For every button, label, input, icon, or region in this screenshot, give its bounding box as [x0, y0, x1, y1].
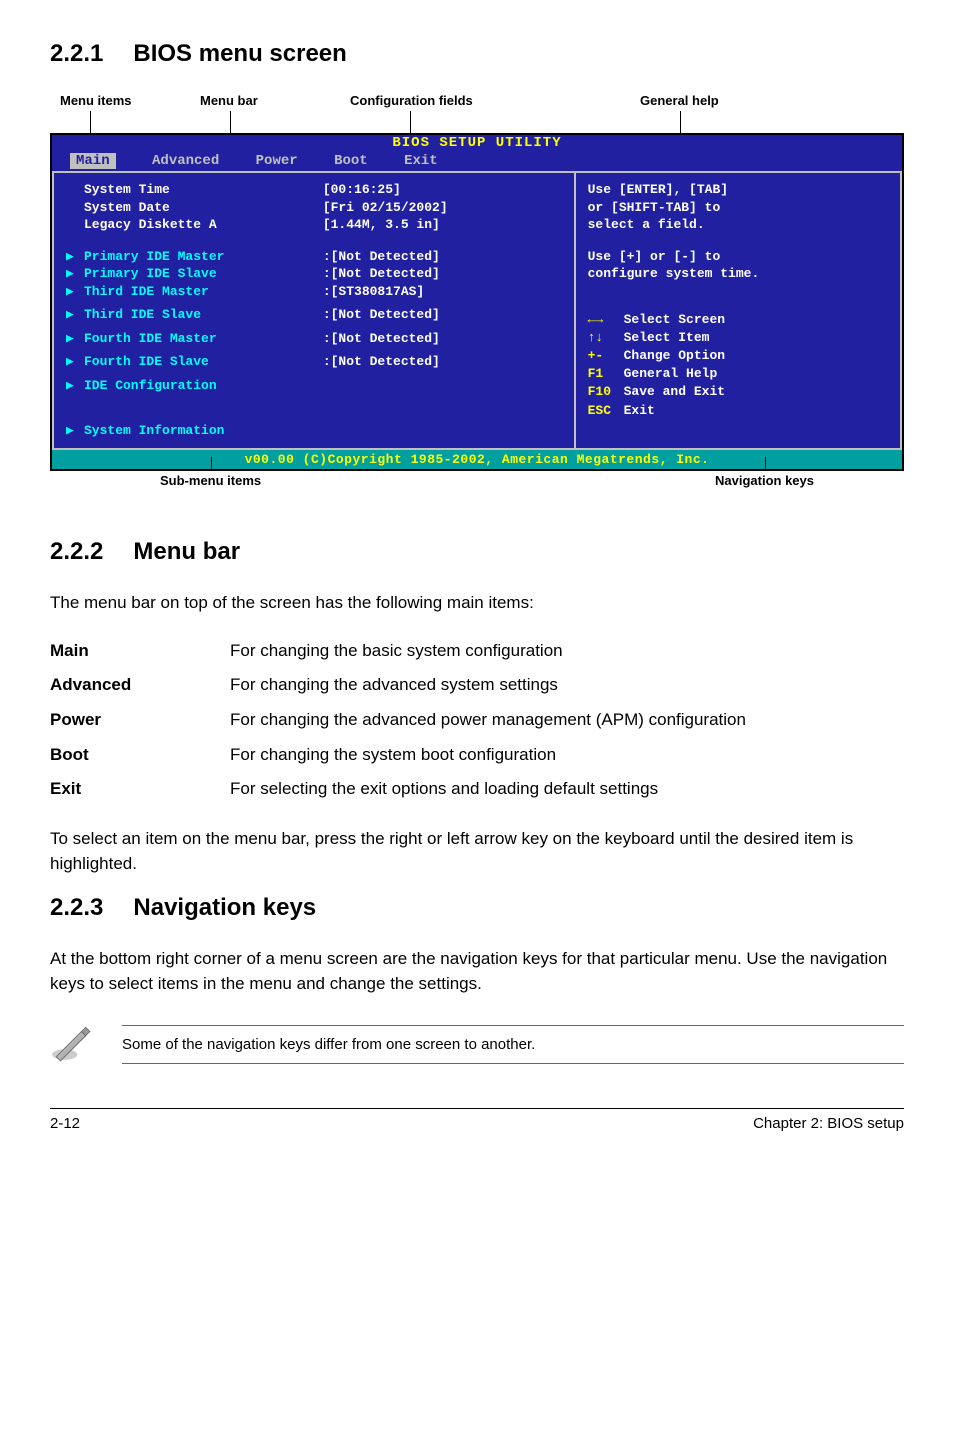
- menubar-defs-table: MainFor changing the basic system config…: [50, 634, 746, 807]
- table-row: BootFor changing the system boot configu…: [50, 738, 746, 773]
- bios-row[interactable]: ▶Third IDE Slave:[Not Detected]: [66, 306, 562, 324]
- note-text: Some of the navigation keys differ from …: [122, 1025, 904, 1064]
- chapter-label: Chapter 2: BIOS setup: [753, 1115, 904, 1132]
- bios-help-line: or [SHIFT-TAB] to: [588, 199, 888, 217]
- table-row: ExitFor selecting the exit options and l…: [50, 772, 746, 807]
- heading-222-title: Menu bar: [133, 538, 240, 565]
- navkeys-para: At the bottom right corner of a menu scr…: [50, 947, 904, 996]
- annot-general-help: General help: [640, 93, 719, 108]
- bios-tab-boot[interactable]: Boot: [334, 153, 368, 169]
- bios-row[interactable]: ▶Primary IDE Master:[Not Detected]: [66, 248, 562, 266]
- bios-row[interactable]: ▶Fourth IDE Master:[Not Detected]: [66, 330, 562, 348]
- bios-row[interactable]: Legacy Diskette A[1.44M, 3.5 in]: [66, 216, 562, 234]
- note-block: Some of the navigation keys differ from …: [50, 1021, 904, 1068]
- bios-menubar[interactable]: Main Advanced Power Boot Exit: [52, 151, 902, 171]
- bios-help-line: Use [+] or [-] to: [588, 248, 888, 266]
- bios-row[interactable]: ▶Third IDE Master:[ST380817AS]: [66, 283, 562, 301]
- pencil-icon: [50, 1021, 92, 1068]
- bios-figure: Menu items Menu bar Configuration fields…: [50, 93, 904, 488]
- bios-row[interactable]: ▶System Information: [66, 422, 562, 440]
- bios-row[interactable]: ▶Primary IDE Slave:[Not Detected]: [66, 265, 562, 283]
- annot-menu-items: Menu items: [60, 93, 132, 108]
- heading-223-title: Navigation keys: [133, 894, 316, 921]
- bios-top-annotations: Menu items Menu bar Configuration fields…: [50, 93, 904, 133]
- menubar-intro: The menu bar on top of the screen has th…: [50, 591, 904, 616]
- bios-row[interactable]: System Time[00:16:25]: [66, 181, 562, 199]
- bios-left-panel: System Time[00:16:25] System Date[Fri 02…: [52, 171, 574, 450]
- heading-223: 2.2.3 Navigation keys: [50, 894, 904, 922]
- table-row: MainFor changing the basic system config…: [50, 634, 746, 669]
- heading-222-num: 2.2.2: [50, 538, 103, 565]
- bios-row[interactable]: ▶IDE Configuration: [66, 377, 562, 395]
- bios-navkeys: ←→Select Screen ↑↓Select Item +-Change O…: [588, 311, 888, 420]
- table-row: PowerFor changing the advanced power man…: [50, 703, 746, 738]
- page-number: 2-12: [50, 1115, 80, 1132]
- bios-copyright: v00.00 (C)Copyright 1985-2002, American …: [52, 450, 902, 469]
- annot-menu-bar: Menu bar: [200, 93, 258, 108]
- annot-config-fields: Configuration fields: [350, 93, 473, 108]
- annot-submenu: Sub-menu items: [160, 473, 261, 488]
- bios-help-line: select a field.: [588, 216, 888, 234]
- heading-221: 2.2.1 BIOS menu screen: [50, 40, 904, 68]
- heading-223-num: 2.2.3: [50, 894, 103, 921]
- bios-tab-main[interactable]: Main: [70, 153, 116, 169]
- bios-row[interactable]: ▶Fourth IDE Slave:[Not Detected]: [66, 353, 562, 371]
- heading-221-num: 2.2.1: [50, 40, 103, 67]
- bios-help-line: configure system time.: [588, 265, 888, 283]
- page-footer: 2-12 Chapter 2: BIOS setup: [50, 1108, 904, 1132]
- annot-navkeys: Navigation keys: [715, 473, 814, 488]
- bios-title: BIOS SETUP UTILITY: [52, 135, 902, 151]
- heading-221-title: BIOS menu screen: [133, 40, 346, 67]
- menubar-outro: To select an item on the menu bar, press…: [50, 827, 904, 876]
- bios-right-panel: Use [ENTER], [TAB] or [SHIFT-TAB] to sel…: [574, 171, 902, 450]
- bios-tab-power[interactable]: Power: [256, 153, 298, 169]
- bios-row[interactable]: System Date[Fri 02/15/2002]: [66, 199, 562, 217]
- bios-help-line: Use [ENTER], [TAB]: [588, 181, 888, 199]
- bios-window: BIOS SETUP UTILITY Main Advanced Power B…: [50, 133, 904, 471]
- heading-222: 2.2.2 Menu bar: [50, 538, 904, 566]
- table-row: AdvancedFor changing the advanced system…: [50, 668, 746, 703]
- bios-tab-exit[interactable]: Exit: [404, 153, 438, 169]
- bios-tab-advanced[interactable]: Advanced: [152, 153, 219, 169]
